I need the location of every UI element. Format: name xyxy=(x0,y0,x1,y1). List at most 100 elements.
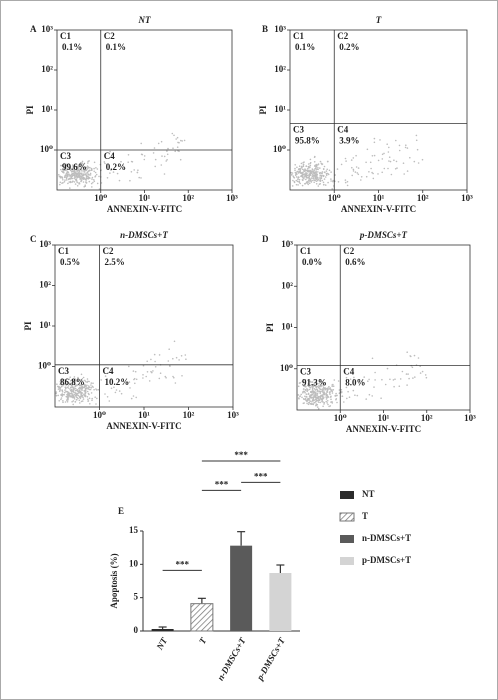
event-dot xyxy=(326,387,328,390)
event-dot xyxy=(73,393,76,396)
event-dot xyxy=(330,398,332,401)
quadrant-name: C3 xyxy=(58,366,69,376)
y-tick-label: 10¹ xyxy=(281,322,293,332)
event-dot xyxy=(295,173,297,175)
event-dot xyxy=(178,359,180,361)
event-dot xyxy=(402,162,405,164)
event-dot xyxy=(64,389,66,391)
event-dot xyxy=(313,402,315,404)
event-dot xyxy=(95,403,97,405)
event-dot xyxy=(346,180,349,183)
event-dot xyxy=(166,150,168,152)
event-dot xyxy=(409,156,411,159)
event-dot xyxy=(292,179,294,182)
event-dot xyxy=(353,376,355,379)
event-dot xyxy=(396,167,398,169)
event-dot xyxy=(308,182,311,185)
event-dot xyxy=(74,400,77,403)
event-dot xyxy=(316,394,319,397)
event-dot xyxy=(313,175,316,177)
event-dot xyxy=(332,383,334,386)
event-dot xyxy=(320,385,322,388)
event-dot xyxy=(311,170,314,173)
event-dot xyxy=(94,171,97,174)
event-dot xyxy=(81,388,83,390)
quadrant-name: C2 xyxy=(104,31,115,41)
event-dot xyxy=(61,177,64,179)
x-tick-label: 10⁰ xyxy=(328,193,341,203)
panel-label: C xyxy=(30,234,37,244)
event-dot xyxy=(73,376,76,378)
event-dot xyxy=(315,183,318,185)
event-dot xyxy=(306,170,309,173)
event-dot xyxy=(307,183,310,186)
event-dot xyxy=(83,162,86,165)
event-dot xyxy=(140,153,143,156)
event-dot xyxy=(109,150,111,153)
event-dot xyxy=(84,166,86,168)
event-dot xyxy=(61,391,64,393)
event-dot xyxy=(175,356,178,359)
event-dot xyxy=(163,173,166,175)
event-dot xyxy=(309,400,312,403)
event-dot xyxy=(67,163,69,166)
event-dot xyxy=(150,358,152,361)
event-dot xyxy=(76,185,79,187)
event-dot xyxy=(314,165,316,167)
event-dot xyxy=(154,360,156,363)
event-dot xyxy=(75,399,78,401)
event-dot xyxy=(64,386,67,389)
event-dot xyxy=(153,353,156,356)
event-dot xyxy=(421,370,424,373)
event-dot xyxy=(176,136,179,139)
event-dot xyxy=(91,186,93,188)
event-dot xyxy=(331,390,334,393)
event-dot xyxy=(335,398,337,401)
panel-label: E xyxy=(118,506,124,516)
event-dot xyxy=(85,169,88,172)
y-tick-label: 10³ xyxy=(274,24,286,34)
event-dot xyxy=(68,378,71,381)
bar xyxy=(190,603,214,632)
event-dot xyxy=(304,392,306,394)
event-dot xyxy=(77,390,79,393)
event-dot xyxy=(113,386,115,389)
event-dot xyxy=(172,147,174,149)
event-dot xyxy=(76,394,78,397)
event-dot xyxy=(323,392,325,394)
event-dot xyxy=(81,160,84,163)
event-dot xyxy=(291,185,294,187)
event-dot xyxy=(303,398,305,401)
event-dot xyxy=(114,391,117,394)
event-dot xyxy=(151,371,153,374)
event-dot xyxy=(354,171,357,173)
event-dot xyxy=(77,397,79,400)
event-dot xyxy=(148,380,151,382)
event-dot xyxy=(64,165,66,167)
event-dot xyxy=(178,150,180,153)
event-dot xyxy=(365,398,368,400)
event-dot xyxy=(328,391,331,393)
event-dot xyxy=(83,386,86,389)
event-dot xyxy=(373,141,376,144)
event-dot xyxy=(140,142,142,145)
bar xyxy=(151,629,174,631)
event-dot xyxy=(95,167,97,169)
event-dot xyxy=(84,379,86,382)
event-dot xyxy=(324,176,327,178)
event-dot xyxy=(323,165,326,168)
event-dot xyxy=(323,396,325,399)
event-dot xyxy=(369,161,372,164)
event-dot xyxy=(95,173,98,176)
event-dot xyxy=(67,182,69,185)
event-dot xyxy=(81,392,84,394)
event-dot xyxy=(321,400,323,403)
event-dot xyxy=(178,141,180,144)
event-dot xyxy=(72,180,74,182)
event-dot xyxy=(377,173,379,175)
event-dot xyxy=(75,179,78,182)
event-dot xyxy=(334,394,337,397)
y-tick-label: 10⁰ xyxy=(273,144,286,154)
event-dot xyxy=(325,398,328,400)
